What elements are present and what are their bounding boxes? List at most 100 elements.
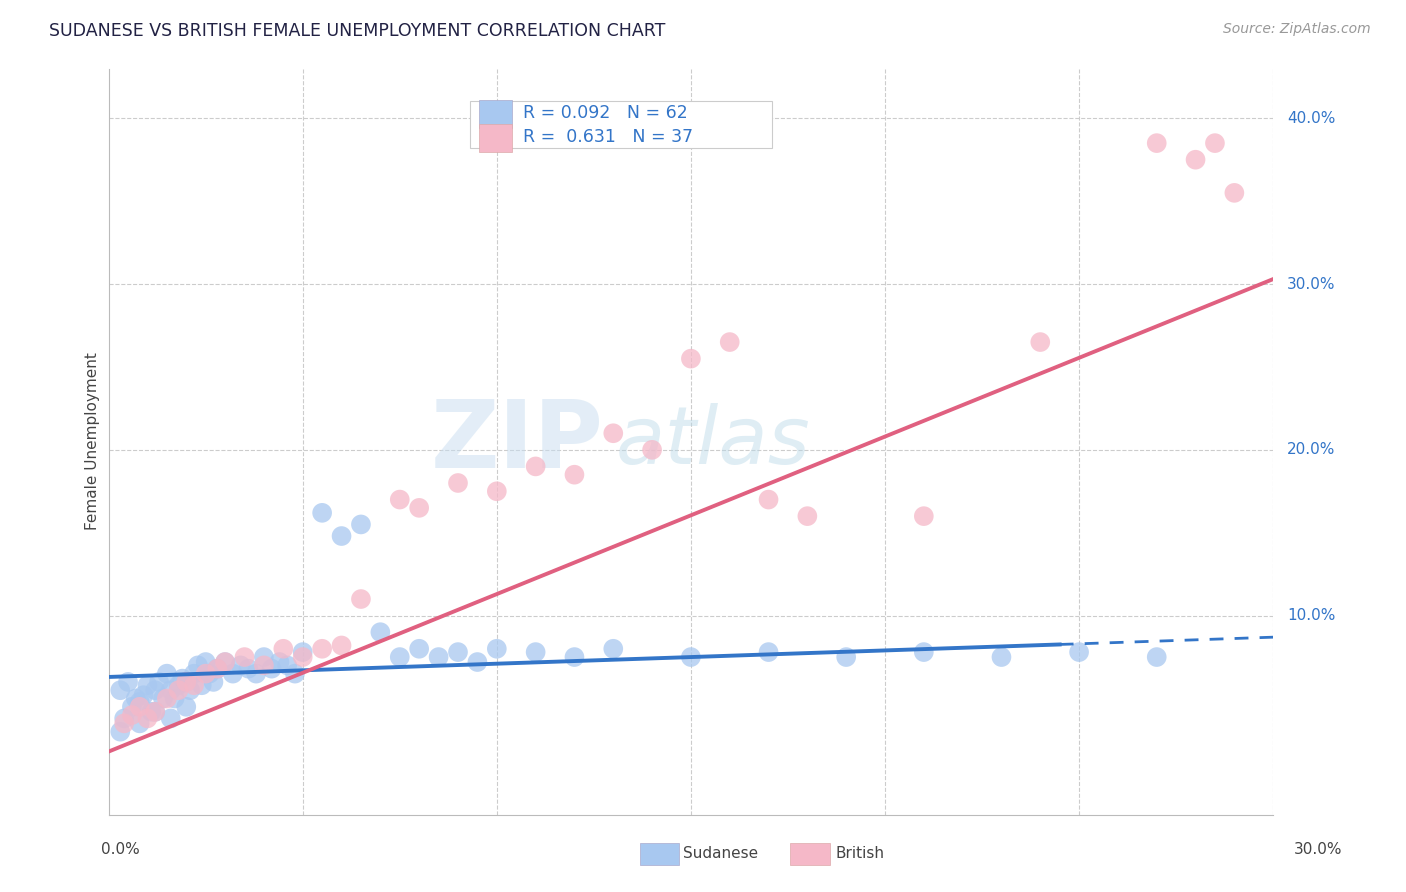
Point (485, 484, 508, 499)
Text: 20.0%: 20.0% (1286, 442, 1336, 458)
Point (202, 674, 225, 689)
Point (485, 641, 508, 656)
Text: British: British (835, 847, 884, 861)
Point (198, 666, 221, 681)
Point (291, 645, 314, 659)
Point (207, 662, 229, 676)
Point (447, 645, 470, 659)
Point (641, 442, 664, 457)
Text: atlas: atlas (616, 402, 810, 481)
Point (174, 699, 197, 714)
Point (835, 650, 858, 665)
Point (156, 691, 179, 706)
Point (121, 699, 143, 714)
Point (110, 724, 132, 739)
Point (758, 645, 780, 659)
FancyBboxPatch shape (479, 124, 512, 152)
Point (388, 492, 411, 507)
Point (679, 351, 702, 366)
Point (796, 509, 818, 524)
Point (174, 674, 197, 689)
FancyBboxPatch shape (470, 102, 772, 147)
Point (238, 662, 260, 676)
Point (174, 674, 197, 689)
Point (121, 708, 143, 723)
Text: 30.0%: 30.0% (1286, 277, 1336, 292)
Text: ZIP: ZIP (430, 395, 603, 488)
Point (284, 666, 307, 681)
Point (214, 655, 236, 669)
Point (222, 666, 245, 681)
Point (253, 658, 276, 673)
Point (194, 666, 217, 681)
Point (447, 475, 470, 490)
Point (990, 650, 1012, 665)
Point (564, 467, 586, 482)
Point (136, 678, 159, 692)
Text: 30.0%: 30.0% (1295, 842, 1343, 856)
Point (163, 691, 186, 706)
Point (152, 691, 174, 706)
Point (1029, 334, 1052, 349)
Point (245, 666, 267, 681)
Point (187, 658, 209, 673)
Point (110, 683, 132, 698)
Point (253, 650, 276, 665)
Point (194, 655, 217, 669)
Point (758, 492, 780, 507)
Point (128, 695, 150, 709)
Point (602, 426, 624, 441)
Point (408, 500, 430, 515)
Point (1146, 650, 1168, 665)
Point (388, 650, 411, 665)
Point (912, 645, 935, 659)
Point (128, 716, 150, 731)
Point (136, 711, 159, 725)
Text: R =  0.631   N = 37: R = 0.631 N = 37 (523, 128, 693, 146)
Point (602, 641, 624, 656)
Point (143, 683, 166, 698)
Point (408, 641, 430, 656)
Point (214, 655, 236, 669)
Point (524, 645, 547, 659)
Point (172, 672, 194, 686)
Text: SUDANESE VS BRITISH FEMALE UNEMPLOYMENT CORRELATION CHART: SUDANESE VS BRITISH FEMALE UNEMPLOYMENT … (49, 22, 665, 40)
Point (128, 699, 150, 714)
Y-axis label: Female Unemployment: Female Unemployment (86, 352, 100, 531)
Point (183, 666, 205, 681)
Point (1204, 136, 1226, 150)
Point (679, 650, 702, 665)
Point (167, 678, 190, 692)
Point (112, 711, 135, 725)
Point (233, 650, 256, 665)
Point (229, 658, 252, 673)
Point (524, 459, 547, 474)
Point (159, 711, 181, 725)
Point (156, 666, 179, 681)
Text: 40.0%: 40.0% (1286, 111, 1336, 126)
Point (143, 705, 166, 719)
Point (276, 658, 298, 673)
Point (269, 655, 291, 669)
Point (370, 625, 392, 640)
Point (427, 650, 450, 665)
Point (191, 678, 214, 692)
Point (159, 683, 181, 698)
Point (564, 650, 586, 665)
Point (912, 509, 935, 524)
Text: R = 0.092   N = 62: R = 0.092 N = 62 (523, 104, 688, 122)
Point (1223, 186, 1246, 200)
Point (260, 662, 283, 676)
Point (467, 655, 489, 669)
Point (179, 683, 201, 698)
Point (1184, 153, 1206, 167)
Point (718, 334, 741, 349)
Text: 0.0%: 0.0% (101, 842, 141, 856)
Text: 10.0%: 10.0% (1286, 608, 1336, 624)
Text: Source: ZipAtlas.com: Source: ZipAtlas.com (1223, 22, 1371, 37)
Point (1146, 136, 1168, 150)
Point (350, 517, 373, 532)
Point (167, 683, 190, 698)
Point (311, 506, 333, 520)
Point (1067, 645, 1090, 659)
